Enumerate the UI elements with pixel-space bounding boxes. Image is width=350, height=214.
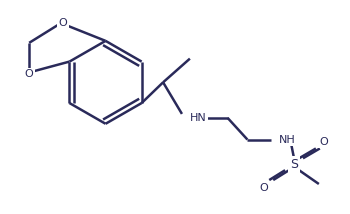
Text: S: S: [290, 158, 298, 171]
Text: O: O: [58, 18, 67, 28]
Text: O: O: [25, 69, 34, 79]
Text: O: O: [259, 183, 268, 193]
Text: NH: NH: [279, 135, 296, 145]
Text: O: O: [320, 137, 328, 147]
Text: HN: HN: [190, 113, 206, 123]
